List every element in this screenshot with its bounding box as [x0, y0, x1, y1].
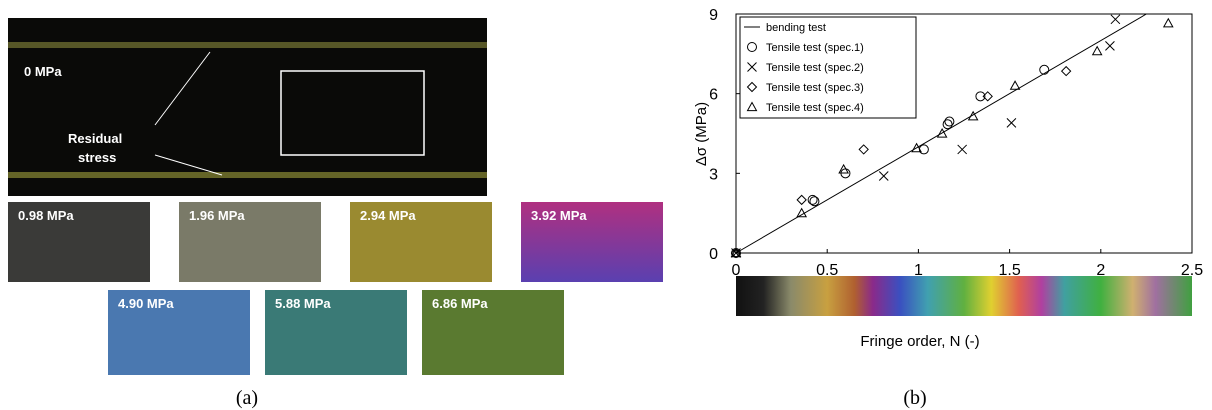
y-tick-label: 9 [709, 7, 718, 24]
point [879, 171, 888, 180]
color-bar [736, 276, 1192, 316]
point [1105, 41, 1114, 50]
panel-a: 0 MPa 1mm Residual stress 0.98 MPa 1.96 M… [8, 18, 663, 409]
swatch-label: 5.88 MPa [275, 296, 331, 311]
point [1062, 67, 1071, 76]
legend-label: bending test [766, 22, 826, 34]
legend-label: Tensile test (spec.1) [766, 42, 864, 54]
x-tick-label: 1.5 [998, 262, 1020, 279]
legend-label: Tensile test (spec.3) [766, 82, 864, 94]
legend-label: Tensile test (spec.2) [766, 62, 864, 74]
point [797, 195, 806, 204]
y-axis-label: Δσ (MPa) [693, 102, 710, 166]
swatch-label: 2.94 MPa [360, 208, 416, 223]
point [859, 145, 868, 154]
swatch-label: 1.96 MPa [189, 208, 245, 223]
point [1111, 15, 1120, 24]
caption: (b) [903, 387, 926, 409]
swatch-label: 3.92 MPa [531, 208, 587, 223]
point [1007, 118, 1016, 127]
y-tick-label: 0 [709, 246, 718, 263]
main-label: 0 MPa [24, 64, 62, 79]
x-tick-label: 0 [732, 262, 741, 279]
y-tick-label: 3 [709, 166, 718, 183]
legend-label: Tensile test (spec.4) [766, 102, 864, 114]
legend: bending test Tensile test (spec.1) Tensile… [740, 17, 916, 118]
x-axis-label: Fringe order, N (-) [860, 333, 979, 350]
edge [8, 172, 487, 178]
x-tick-label: 2 [1096, 262, 1105, 279]
annotation: Residual [68, 131, 122, 146]
point [1093, 47, 1102, 55]
point [945, 117, 954, 126]
x-tick-label: 1 [914, 262, 923, 279]
swatches: 0.98 MPa 1.96 MPa 2.94 MPa 3.92 MPa 4.90 MPa… [8, 202, 663, 375]
y-tick-label: 6 [709, 87, 718, 104]
swatch-label: 4.90 MPa [118, 296, 174, 311]
figure: 0 MPa 1mm Residual stress 0.98 MPa 1.96 M… [0, 0, 1212, 410]
edge [8, 42, 487, 48]
swatch-label: 0.98 MPa [18, 208, 74, 223]
x-tick-label: 0.5 [816, 262, 838, 279]
annotation: stress [78, 150, 116, 165]
point [1164, 19, 1173, 27]
point [958, 145, 967, 154]
swatch-label: 6.86 MPa [432, 296, 488, 311]
caption: (a) [236, 387, 258, 409]
point [919, 145, 928, 154]
x-tick-label: 2.5 [1181, 262, 1203, 279]
scale-bar-label: 1mm [581, 52, 617, 69]
chart: Fringe order, N (-) (b) Δσ (MPa) 0 0.5 1 1.… [693, 7, 1203, 409]
